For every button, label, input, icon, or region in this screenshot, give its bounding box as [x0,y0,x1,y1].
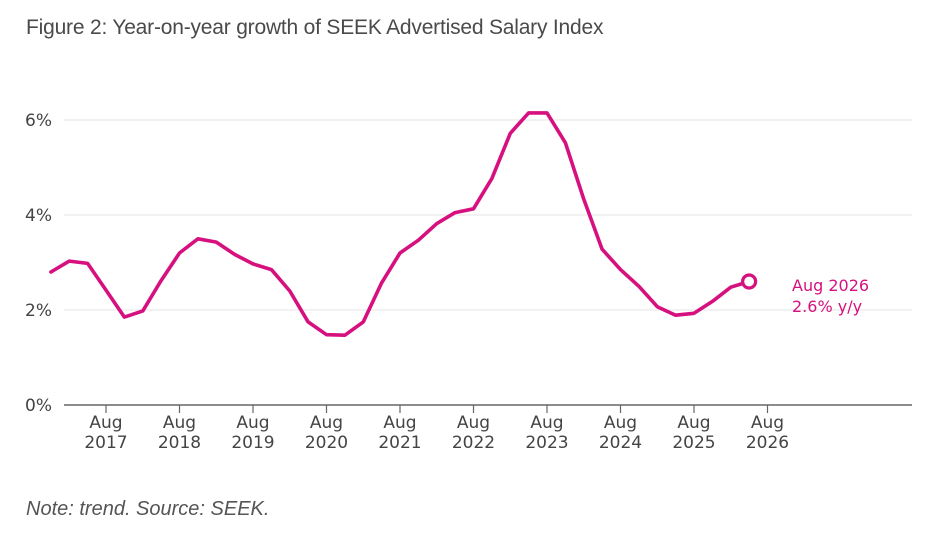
gridlines [64,119,912,311]
x-tick-year: 2024 [599,433,642,453]
x-tick-label: Aug 2020 [305,413,348,453]
x-tick-label: Aug 2022 [452,413,495,453]
x-tick-month: Aug [604,413,637,433]
x-tick-label: Aug 2018 [158,413,201,453]
chart-title: Figure 2: Year-on-year growth of SEEK Ad… [26,16,604,39]
x-tick-year: 2022 [452,433,495,453]
x-tick-month: Aug [89,413,122,433]
x-tick-month: Aug [677,413,710,433]
x-tick-month: Aug [236,413,269,433]
x-tick-year: 2026 [746,433,789,453]
x-tick-month: Aug [751,413,784,433]
x-tick-month: Aug [383,413,416,433]
source-note: Note: trend. Source: SEEK. [26,498,270,520]
y-tick-label: 4% [25,206,52,226]
x-tick-month: Aug [530,413,563,433]
x-tick-label: Aug 2023 [525,413,568,453]
x-tick-label: Aug 2017 [84,413,127,453]
x-tick-year: 2017 [84,433,127,453]
x-tick-month: Aug [310,413,343,433]
y-tick-label: 2% [25,301,52,321]
x-tick-label: Aug 2024 [599,413,642,453]
y-axis-ticks: 0% 2% 4% 6% [25,111,52,416]
series-line [49,111,751,338]
latest-point-marker [741,273,758,290]
series-layer [49,111,751,338]
x-tick-year: 2018 [158,433,201,453]
y-tick-label: 0% [25,396,52,416]
x-tick-label: Aug 2021 [378,413,421,453]
y-tick-label: 6% [25,111,52,131]
annotation-date: Aug 2026 [792,276,869,295]
annotation-layer: Aug 2026 2.6% y/y [741,273,869,316]
x-tick-year: 2023 [525,433,568,453]
x-tick-label: Aug 2019 [231,413,274,453]
x-tick-year: 2020 [305,433,348,453]
x-tick-label: Aug 2026 [746,413,789,453]
x-tick-month: Aug [457,413,490,433]
x-tick-month: Aug [163,413,196,433]
x-tick-label: Aug 2025 [672,413,715,453]
x-tick-year: 2021 [378,433,421,453]
x-tick-year: 2019 [231,433,274,453]
annotation-value: 2.6% y/y [792,297,862,316]
x-tick-year: 2025 [672,433,715,453]
